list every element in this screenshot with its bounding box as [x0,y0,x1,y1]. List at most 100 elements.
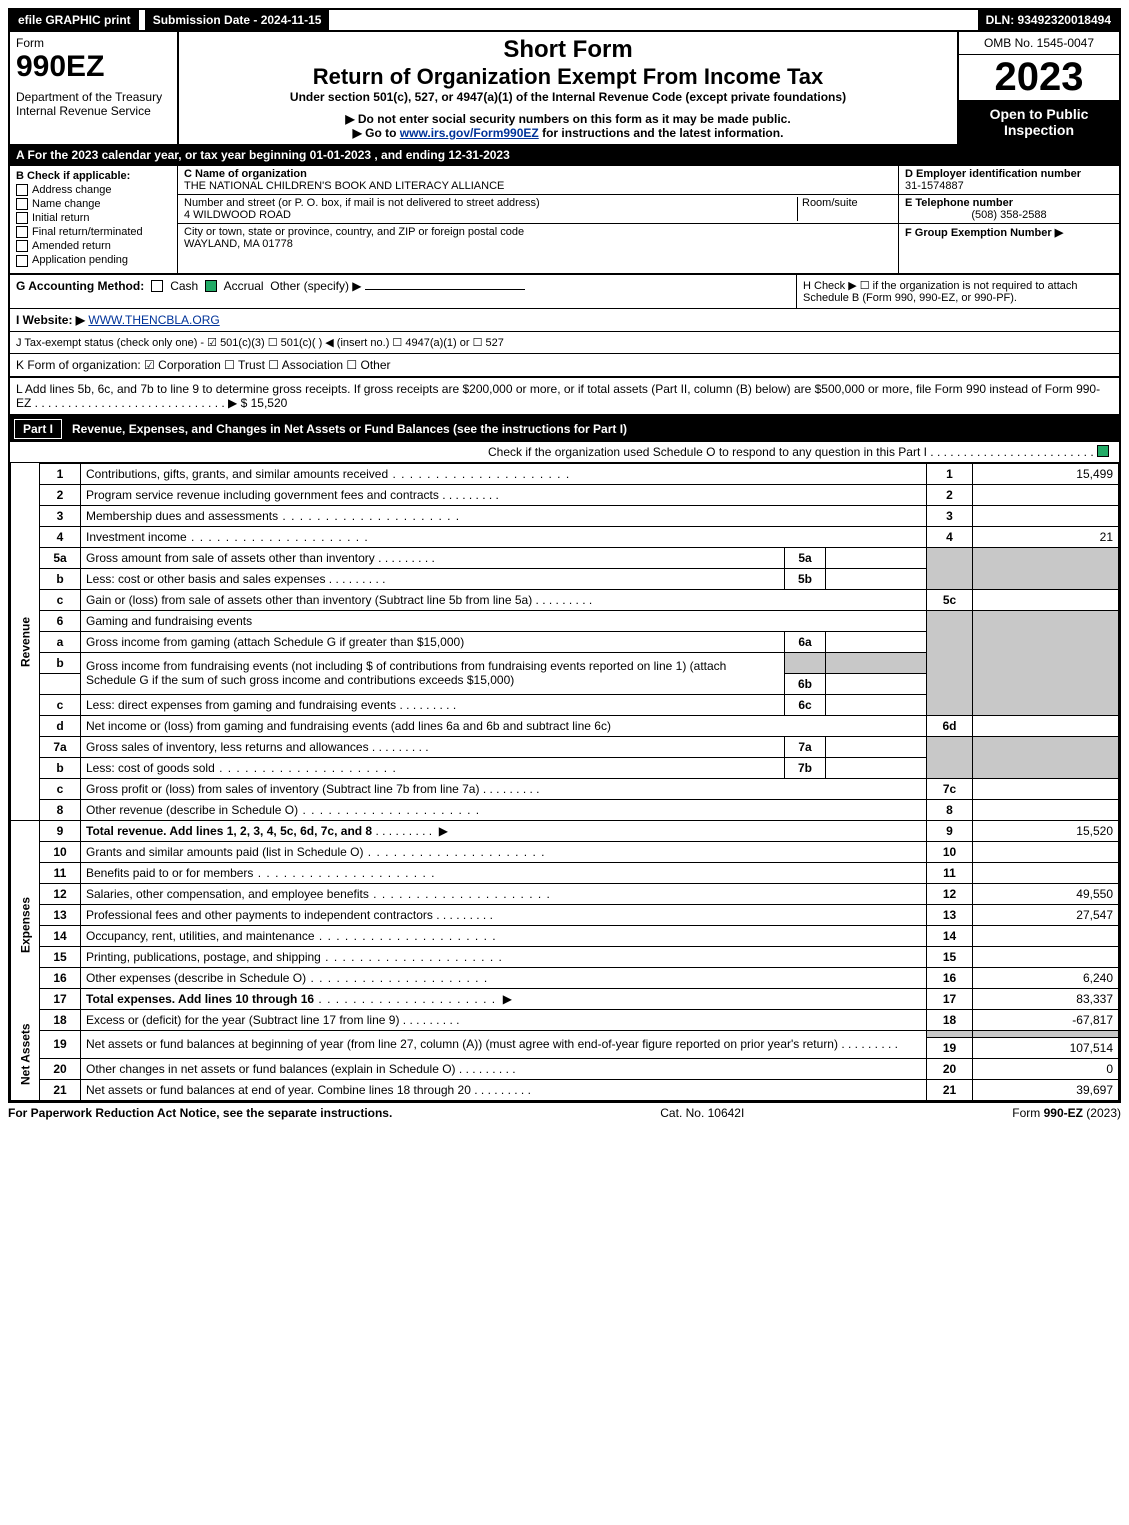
ln-21-amt: 39,697 [973,1079,1119,1100]
section-B: B Check if applicable: Address change Na… [10,166,178,273]
omb-number: OMB No. 1545-0047 [959,32,1119,55]
D-ein: 31-1574887 [905,180,1113,192]
ln-7b-val [826,757,927,778]
ln-3-desc: Membership dues and assessments [86,509,278,523]
ln-1-desc: Contributions, gifts, grants, and simila… [86,467,388,481]
dept-label: Department of the Treasury Internal Reve… [16,90,171,118]
note-goto: ▶ Go to www.irs.gov/Form990EZ for instru… [185,126,951,140]
page-footer: For Paperwork Reduction Act Notice, see … [8,1103,1121,1123]
irs-link[interactable]: www.irs.gov/Form990EZ [400,126,539,140]
title-short-form: Short Form [185,36,951,64]
ln-7a-val [826,736,927,757]
C-city-label: City or town, state or province, country… [184,226,524,238]
I-label: I Website: ▶ [16,313,85,327]
ln-6a-val [826,631,927,652]
ln-1-box: 1 [927,463,973,484]
ln-12-box: 12 [927,883,973,904]
ln-18-desc: Excess or (deficit) for the year (Subtra… [86,1013,399,1027]
ln-6a-desc: Gross income from gaming (attach Schedul… [86,635,464,649]
ln-2-desc: Program service revenue including govern… [86,488,439,502]
title-return: Return of Organization Exempt From Incom… [185,64,951,90]
C-street: 4 WILDWOOD ROAD [184,209,291,221]
ln-13-amt: 27,547 [973,904,1119,925]
ln-21-desc: Net assets or fund balances at end of ye… [86,1083,471,1097]
part-I-title: Revenue, Expenses, and Changes in Net As… [72,422,627,436]
G-cash: Cash [170,279,198,293]
B-label: B Check if applicable: [16,170,171,182]
checkbox-accrual[interactable] [205,280,217,292]
ln-5c-amt [973,589,1119,610]
ln-15-amt [973,946,1119,967]
ln-6c-desc: Less: direct expenses from gaming and fu… [86,698,396,712]
G-other: Other (specify) ▶ [270,279,361,293]
ln-6b-val [826,673,927,694]
footer-form: Form 990-EZ (2023) [1012,1106,1121,1120]
ln-5a-box: 5a [785,547,826,568]
checkbox-cash[interactable] [151,280,163,292]
ln-2-amt [973,484,1119,505]
form-title-block: Short Form Return of Organization Exempt… [179,32,957,144]
footer-left: For Paperwork Reduction Act Notice, see … [8,1106,392,1120]
ln-5c-box: 5c [927,589,973,610]
ln-10-amt [973,841,1119,862]
G-other-input[interactable] [365,289,525,290]
ln-6d-desc: Net income or (loss) from gaming and fun… [81,715,927,736]
ln-14-amt [973,925,1119,946]
header-right: OMB No. 1545-0047 2023 Open to Public In… [957,32,1119,144]
ln-17-desc: Total expenses. Add lines 10 through 16 [86,992,314,1006]
section-DEF: D Employer identification number 31-1574… [899,166,1119,273]
ln-19-amt: 107,514 [973,1037,1119,1058]
ln-1-num: 1 [40,463,81,484]
ln-7a-desc: Gross sales of inventory, less returns a… [86,740,369,754]
B-item-2: Initial return [32,212,89,224]
H-text: H Check ▶ ☐ if the organization is not r… [796,275,1119,308]
ln-19-box: 19 [927,1037,973,1058]
form-number: 990EZ [16,50,171,84]
ln-4-box: 4 [927,526,973,547]
submission-date: Submission Date - 2024-11-15 [145,10,330,30]
checkbox-amended-return[interactable] [16,240,28,252]
B-item-0: Address change [32,184,112,196]
dln: DLN: 93492320018494 [978,10,1119,30]
ln-5b-desc: Less: cost or other basis and sales expe… [86,572,325,586]
tax-year: 2023 [959,55,1119,100]
checkbox-initial-return[interactable] [16,212,28,224]
ln-18-amt: -67,817 [973,1009,1119,1030]
efile-print-label[interactable]: efile GRAPHIC print [10,10,139,30]
ln-8-box: 8 [927,799,973,820]
ln-8-amt [973,799,1119,820]
ln-7b-box: 7b [785,757,826,778]
J-line: J Tax-exempt status (check only one) - ☑… [10,331,1119,353]
ln-15-desc: Printing, publications, postage, and shi… [86,950,321,964]
footer-catno: Cat. No. 10642I [392,1106,1012,1120]
ln-7c-desc: Gross profit or (loss) from sales of inv… [86,782,479,796]
checkbox-address-change[interactable] [16,184,28,196]
L-text: L Add lines 5b, 6c, and 7b to line 9 to … [16,382,1100,410]
ln-15-box: 15 [927,946,973,967]
ln-10-box: 10 [927,841,973,862]
checkbox-name-change[interactable] [16,198,28,210]
C-org-name: THE NATIONAL CHILDREN'S BOOK AND LITERAC… [184,180,892,192]
L-value: 15,520 [251,396,288,410]
ln-10-desc: Grants and similar amounts paid (list in… [86,845,363,859]
checkbox-schedule-O[interactable] [1097,445,1109,457]
ln-3-box: 3 [927,505,973,526]
section-C: C Name of organization THE NATIONAL CHIL… [178,166,899,273]
checkbox-application-pending[interactable] [16,255,28,267]
form-label: Form [16,36,171,50]
ln-14-box: 14 [927,925,973,946]
B-item-4: Amended return [32,240,111,252]
C-city: WAYLAND, MA 01778 [184,238,293,250]
ln-7c-box: 7c [927,778,973,799]
B-item-5: Application pending [32,254,128,266]
section-A: A For the 2023 calendar year, or tax yea… [8,146,1121,166]
website-link[interactable]: WWW.THENCBLA.ORG [88,313,219,327]
B-item-3: Final return/terminated [32,226,143,238]
D-label: D Employer identification number [905,168,1113,180]
ln-4-desc: Investment income [86,530,187,544]
checkbox-final-return[interactable] [16,226,28,238]
E-phone: (508) 358-2588 [905,209,1113,221]
ln-8-desc: Other revenue (describe in Schedule O) [86,803,298,817]
subtitle: Under section 501(c), 527, or 4947(a)(1)… [185,90,951,104]
form-id-block: Form 990EZ Department of the Treasury In… [10,32,179,144]
